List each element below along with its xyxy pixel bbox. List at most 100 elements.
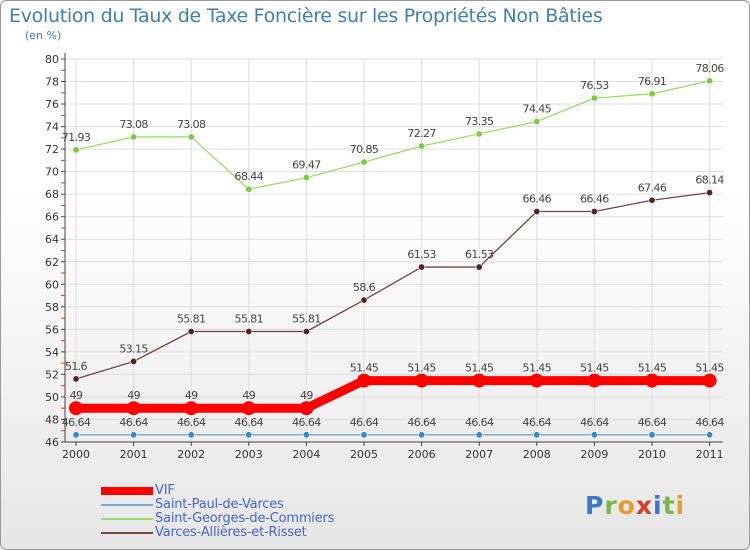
- data-label: 55.81: [235, 312, 264, 325]
- series-varces-alli-res-et-risset: 51.6 53.15 55.81 55.81 55.81 58.6 61.53 61.53 66…: [65, 174, 725, 383]
- data-label: 46.64: [638, 416, 667, 429]
- data-label: 46.64: [580, 416, 609, 429]
- series-line: [75, 80, 711, 190]
- data-label: 67.46: [638, 181, 667, 194]
- data-label: 46.64: [235, 416, 264, 429]
- data-point: [130, 431, 138, 439]
- x-tick-label: 2007: [465, 448, 493, 461]
- data-point: [648, 196, 656, 204]
- y-tick-label: 50: [45, 391, 59, 404]
- data-label: 49: [185, 389, 198, 402]
- data-point: [245, 431, 253, 439]
- data-label: 74.45: [523, 103, 552, 116]
- y-tick-label: 66: [45, 211, 59, 224]
- legend-swatch: [101, 487, 153, 495]
- data-point: [533, 118, 541, 126]
- legend-label: Varces-Allières-et-Risset: [155, 525, 307, 540]
- data-label: 46.64: [119, 416, 148, 429]
- data-point: [72, 375, 80, 383]
- y-tick-label: 60: [45, 278, 59, 291]
- data-point: [706, 189, 714, 197]
- chart-title: Evolution du Taux de Taxe Foncière sur l…: [9, 5, 603, 27]
- x-tick-label: 2010: [638, 448, 666, 461]
- data-label: 66.46: [523, 193, 552, 206]
- data-label: 78.06: [695, 62, 724, 75]
- logo-letter: i: [653, 491, 663, 520]
- logo-letter: x: [635, 491, 653, 520]
- data-point: [587, 373, 602, 388]
- x-tick-label: 2008: [523, 448, 551, 461]
- y-tick-label: 74: [45, 121, 59, 134]
- y-tick-label: 54: [45, 346, 59, 359]
- data-label: 70.85: [350, 143, 379, 156]
- data-label: 51.6: [65, 360, 88, 373]
- data-point: [702, 373, 717, 388]
- legend-item: Varces-Allières-et-Risset: [101, 526, 334, 540]
- data-label: 49: [242, 389, 255, 402]
- data-point: [187, 431, 195, 439]
- data-point: [130, 357, 138, 365]
- x-tick-label: 2002: [177, 448, 205, 461]
- data-label: 69.47: [292, 159, 321, 172]
- data-point: [357, 373, 371, 388]
- x-tick-label: 2001: [120, 448, 148, 461]
- x-tick-label: 2004: [292, 448, 320, 461]
- data-label: 46.64: [177, 416, 206, 429]
- series-saint-georges-de-commiers: 71.93 73.08 73.08 68.44 69.47 70.85 72.27 73.35…: [62, 62, 725, 193]
- data-point: [72, 146, 80, 154]
- data-point: [69, 401, 83, 416]
- data-label: 55.81: [292, 312, 321, 325]
- legend-label: Saint-Georges-de-Commiers: [155, 511, 335, 526]
- data-label: 66.46: [580, 193, 609, 206]
- x-tick-label: 2003: [235, 448, 263, 461]
- data-label: 73.08: [177, 118, 206, 131]
- grid: [65, 58, 723, 443]
- x-tick-label: 2009: [580, 448, 608, 461]
- y-tick-label: 64: [45, 233, 59, 246]
- data-point: [299, 401, 314, 416]
- data-label: 46.64: [62, 416, 91, 429]
- data-label: 49: [70, 389, 83, 402]
- y-tick-label: 46: [45, 436, 59, 449]
- legend-item: Saint-Paul-de-Varces: [101, 498, 334, 512]
- data-point: [302, 174, 310, 182]
- data-label: 61.53: [465, 248, 494, 261]
- legend-label: Saint-Paul-de-Varces: [155, 497, 284, 512]
- data-label: 46.64: [350, 416, 379, 429]
- data-point: [645, 373, 659, 388]
- data-label: 51.45: [350, 362, 379, 375]
- data-label: 76.53: [580, 79, 609, 92]
- data-point: [418, 142, 426, 150]
- data-point: [418, 431, 426, 439]
- y-tick-label: 72: [45, 143, 59, 156]
- y-tick-label: 48: [45, 413, 59, 426]
- logo-letter: r: [604, 491, 618, 520]
- data-point: [302, 327, 310, 335]
- data-label: 51.45: [407, 362, 436, 375]
- logo-letter: t: [662, 491, 676, 520]
- data-point: [130, 133, 138, 141]
- data-point: [706, 431, 714, 439]
- legend-label: VIF: [155, 483, 175, 498]
- data-label: 51.45: [465, 362, 494, 375]
- data-point: [360, 296, 368, 304]
- data-label: 71.93: [62, 131, 91, 144]
- data-point: [245, 327, 253, 335]
- legend-item: Saint-Georges-de-Commiers: [101, 512, 334, 526]
- data-point: [302, 431, 310, 439]
- data-point: [590, 431, 598, 439]
- y-tick-label: 56: [45, 323, 59, 336]
- data-point: [648, 431, 656, 439]
- data-label: 46.64: [465, 416, 494, 429]
- data-point: [472, 373, 487, 388]
- data-point: [706, 77, 714, 85]
- data-point: [245, 185, 253, 193]
- data-point: [126, 401, 141, 416]
- data-point: [475, 431, 483, 439]
- logo-letter: P: [585, 491, 605, 520]
- data-point: [418, 263, 426, 271]
- data-label: 55.81: [177, 312, 206, 325]
